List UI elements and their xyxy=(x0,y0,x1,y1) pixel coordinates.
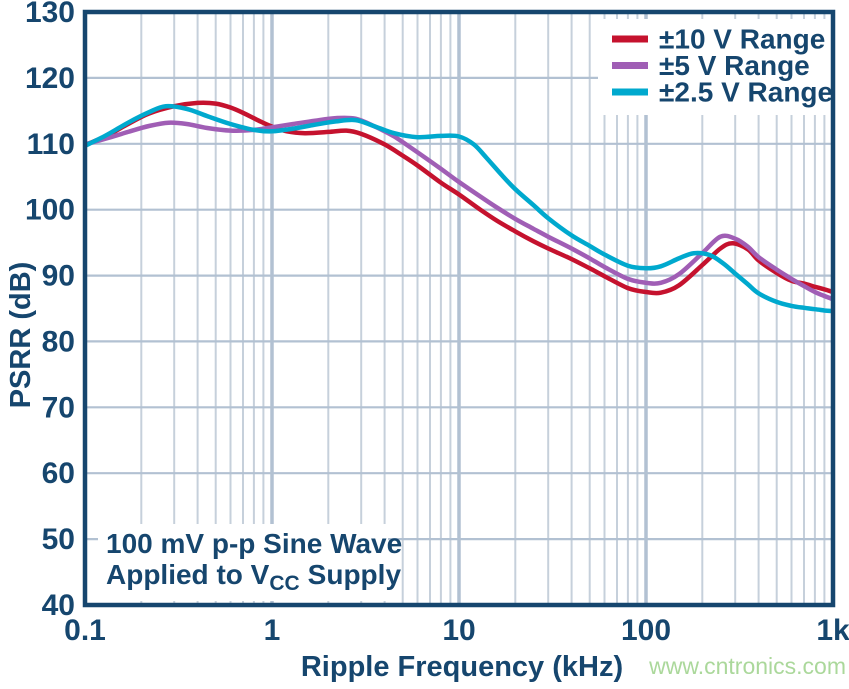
x-tick-label: 0.1 xyxy=(64,614,106,647)
watermark-text: www.cntronics.com xyxy=(648,653,846,679)
y-tick-label: 80 xyxy=(42,325,75,358)
legend-label-2v5: ±2.5 V Range xyxy=(659,77,833,108)
legend-label-10v: ±10 V Range xyxy=(659,24,825,55)
legend-label-5v: ±5 V Range xyxy=(659,50,810,81)
y-tick-label: 70 xyxy=(42,391,75,424)
y-tick-label: 60 xyxy=(42,457,75,490)
x-tick-label: 10 xyxy=(442,614,475,647)
y-tick-label: 40 xyxy=(42,589,75,622)
legend: ±10 V Range ±5 V Range ±2.5 V Range xyxy=(612,24,833,108)
series-line-2 xyxy=(83,103,835,314)
annotation: 100 mV p-p Sine Wave Applied to VCC Suppl… xyxy=(106,528,402,595)
y-tick-label: 120 xyxy=(25,62,75,95)
annotation-line2: Applied to VCC Supply xyxy=(106,559,401,595)
x-axis-title: Ripple Frequency (kHz) xyxy=(301,651,623,683)
y-axis-title: PSRR (dB) xyxy=(5,262,37,409)
annotation-box xyxy=(98,524,388,601)
x-tick-label: 1k xyxy=(816,614,849,647)
y-tick-label: 130 xyxy=(25,0,75,29)
plot-border xyxy=(82,9,836,608)
y-tick-label: 50 xyxy=(42,523,75,556)
annotation-line1: 100 mV p-p Sine Wave xyxy=(106,528,402,559)
series-layer xyxy=(83,100,835,314)
x-tick-label: 1 xyxy=(264,614,281,647)
y-tick-label: 110 xyxy=(27,128,75,161)
y-tick-label: 90 xyxy=(42,260,75,293)
x-tick-label: 100 xyxy=(621,614,671,647)
series-line-1 xyxy=(83,115,835,302)
y-tick-label: 100 xyxy=(25,194,75,227)
